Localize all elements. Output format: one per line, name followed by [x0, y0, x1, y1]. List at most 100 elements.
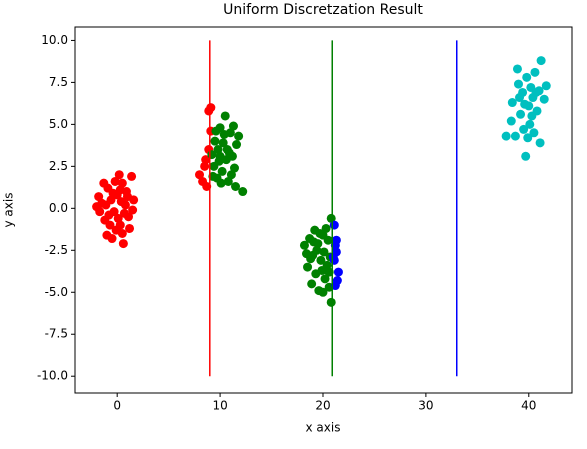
- point: [231, 181, 241, 191]
- point: [519, 124, 529, 134]
- point: [118, 239, 128, 249]
- point: [232, 140, 242, 150]
- point: [101, 200, 111, 210]
- point: [229, 163, 239, 173]
- x-axis-label: x axis: [306, 421, 341, 435]
- point: [520, 99, 530, 109]
- point: [321, 223, 331, 233]
- point: [319, 247, 329, 257]
- point: [516, 109, 526, 119]
- point: [330, 281, 340, 291]
- point: [234, 131, 244, 141]
- point: [531, 87, 541, 97]
- point: [303, 262, 313, 272]
- point: [326, 213, 336, 223]
- point: [114, 170, 124, 180]
- point: [110, 176, 120, 186]
- point: [522, 72, 532, 82]
- point: [128, 205, 138, 215]
- y-tick-label: 0.0: [49, 201, 68, 215]
- point: [529, 128, 539, 138]
- point: [541, 81, 551, 91]
- point: [113, 213, 123, 223]
- point: [527, 111, 537, 121]
- point: [211, 126, 221, 136]
- point: [515, 93, 525, 103]
- point: [315, 229, 325, 239]
- point: [216, 178, 226, 188]
- point: [92, 202, 102, 212]
- point: [202, 181, 212, 191]
- point: [94, 192, 104, 202]
- point: [125, 223, 135, 233]
- point: [525, 119, 535, 129]
- point: [220, 111, 230, 121]
- point: [510, 131, 520, 141]
- point: [223, 176, 233, 186]
- point: [104, 210, 114, 220]
- point: [238, 187, 248, 197]
- x-tick-label: 10: [212, 399, 227, 413]
- point: [318, 287, 328, 297]
- y-tick-label: -2.5: [45, 243, 68, 257]
- plot-frame: [74, 26, 573, 394]
- point: [228, 121, 238, 131]
- point: [539, 94, 549, 104]
- point: [506, 116, 516, 126]
- x-tick-label: 20: [315, 399, 330, 413]
- point: [307, 279, 317, 289]
- point: [206, 103, 216, 113]
- point: [328, 252, 338, 262]
- y-tick-label: 7.5: [49, 75, 68, 89]
- point: [331, 235, 341, 245]
- point: [215, 151, 225, 161]
- point: [320, 274, 330, 284]
- point: [122, 192, 132, 202]
- point: [323, 235, 333, 245]
- point: [324, 267, 334, 277]
- point: [117, 229, 127, 239]
- point: [316, 255, 326, 265]
- point: [108, 188, 118, 198]
- point: [195, 170, 205, 180]
- point: [107, 234, 117, 244]
- point: [536, 56, 546, 66]
- point: [115, 185, 125, 195]
- chart-title: Uniform Discretzation Result: [223, 2, 423, 18]
- point: [219, 129, 229, 139]
- point: [333, 267, 343, 277]
- point: [119, 208, 129, 218]
- y-tick-label: 2.5: [49, 159, 68, 173]
- point: [535, 138, 545, 148]
- point: [105, 220, 115, 230]
- point: [224, 148, 234, 158]
- point: [326, 297, 336, 307]
- point: [116, 197, 126, 207]
- point: [329, 220, 339, 230]
- x-tick-label: 40: [521, 399, 536, 413]
- point: [312, 245, 322, 255]
- point: [218, 138, 228, 148]
- point: [200, 161, 210, 171]
- y-axis-label: y axis: [2, 193, 16, 228]
- y-tick-label: -7.5: [45, 327, 68, 341]
- point: [507, 98, 517, 108]
- point: [521, 151, 531, 161]
- y-tick-label: -5.0: [45, 285, 68, 299]
- point: [317, 265, 327, 275]
- point: [513, 79, 523, 89]
- point: [226, 170, 236, 180]
- point: [530, 67, 540, 77]
- y-tick-label: 10.0: [41, 33, 68, 47]
- x-tick-label: 30: [418, 399, 433, 413]
- point: [523, 133, 533, 143]
- point: [127, 171, 137, 181]
- point: [302, 249, 312, 259]
- point: [201, 155, 211, 165]
- point: [217, 166, 227, 176]
- point: [210, 136, 220, 146]
- point: [99, 178, 109, 188]
- x-tick-label: 0: [113, 399, 121, 413]
- point: [501, 131, 511, 141]
